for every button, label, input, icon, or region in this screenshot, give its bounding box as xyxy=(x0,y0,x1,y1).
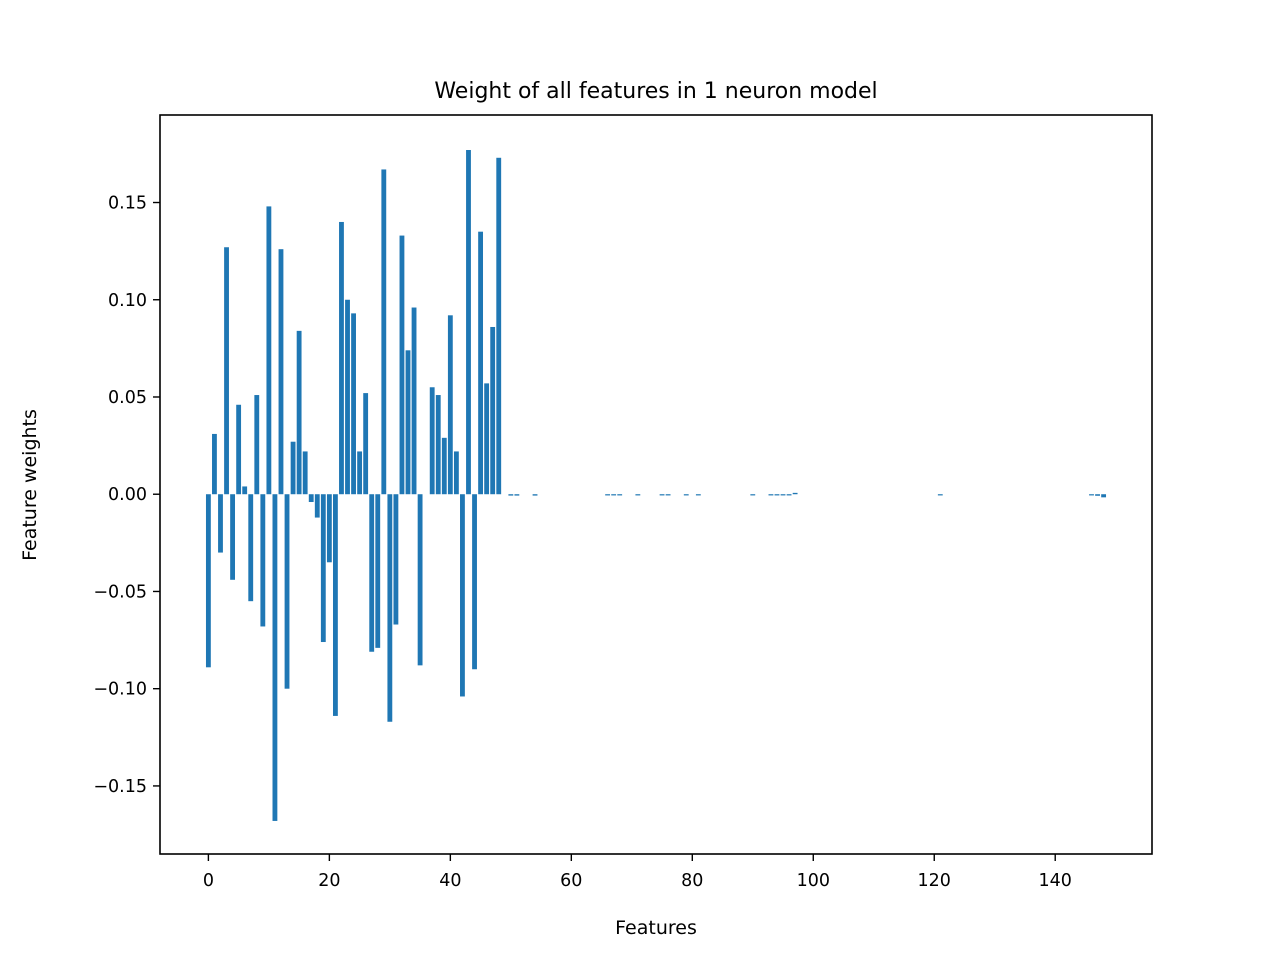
y-tick-label: −0.10 xyxy=(93,680,147,700)
y-tick-label: −0.15 xyxy=(93,777,147,797)
bar-feature-42 xyxy=(460,494,465,697)
bar-feature-18 xyxy=(314,494,320,518)
bar-feature-20 xyxy=(326,494,332,563)
bar-feature-47 xyxy=(490,326,496,495)
bar-feature-3 xyxy=(224,247,229,495)
x-axis-ticks: 0 20 40 60 80 100 120 140 xyxy=(203,854,1072,891)
bar-feature-93 xyxy=(768,494,774,496)
y-tick-label: −0.05 xyxy=(93,582,147,602)
bar-feature-75 xyxy=(659,494,665,496)
y-tick-label: 0.00 xyxy=(108,485,147,505)
bar-feature-37 xyxy=(429,387,435,495)
bar-feature-16 xyxy=(302,451,308,495)
bar-feature-27 xyxy=(369,494,375,652)
x-tick-label: 40 xyxy=(439,871,461,891)
bar-feature-96 xyxy=(786,494,792,496)
bar-feature-146 xyxy=(1089,494,1094,496)
bar-feature-147 xyxy=(1095,494,1100,496)
bar-feature-90 xyxy=(750,494,756,496)
bar-feature-30 xyxy=(387,494,393,722)
bar-feature-50 xyxy=(508,494,514,496)
x-tick-label: 100 xyxy=(797,871,830,891)
x-tick-label: 80 xyxy=(681,871,703,891)
bar-feature-13 xyxy=(284,494,290,689)
bar-feature-46 xyxy=(484,383,490,495)
bar-feature-23 xyxy=(345,299,350,495)
bar-feature-66 xyxy=(605,494,611,496)
y-axis-ticks: −0.15 −0.10 −0.05 0.00 0.05 0.10 0.15 xyxy=(93,194,160,797)
y-tick-label: 0.15 xyxy=(108,194,147,214)
bar-feature-1 xyxy=(212,433,217,495)
bar-feature-28 xyxy=(375,494,381,648)
x-tick-label: 120 xyxy=(918,871,951,891)
bar-feature-95 xyxy=(780,494,786,496)
bar-feature-22 xyxy=(339,221,344,495)
bar-feature-97 xyxy=(792,492,798,495)
bar-feature-4 xyxy=(230,494,236,580)
x-tick-label: 140 xyxy=(1039,871,1072,891)
bar-feature-26 xyxy=(363,393,369,495)
bar-feature-17 xyxy=(308,494,314,503)
bar-feature-6 xyxy=(242,486,248,495)
chart-title: Weight of all features in 1 neuron model xyxy=(434,79,877,104)
bar-feature-68 xyxy=(617,494,623,496)
bar-feature-39 xyxy=(441,437,447,495)
bar-feature-19 xyxy=(320,494,326,643)
bar-feature-8 xyxy=(254,395,260,495)
x-tick-label: 20 xyxy=(318,871,340,891)
bar-feature-35 xyxy=(417,494,423,666)
bar-feature-45 xyxy=(478,231,484,495)
x-tick-label: 0 xyxy=(203,871,214,891)
bar-feature-41 xyxy=(453,451,459,495)
bar-feature-5 xyxy=(236,404,242,495)
bar-feature-33 xyxy=(405,350,411,495)
bar-feature-24 xyxy=(351,313,356,495)
x-axis-label: Features xyxy=(615,917,697,939)
bar-feature-40 xyxy=(447,315,453,495)
bar-feature-43 xyxy=(466,150,471,495)
y-tick-label: 0.10 xyxy=(108,291,147,311)
bar-feature-2 xyxy=(218,494,223,553)
bars-group xyxy=(205,150,1107,821)
bar-feature-94 xyxy=(774,494,780,496)
bar-feature-31 xyxy=(393,494,399,625)
bar-feature-32 xyxy=(399,235,405,495)
bar-feature-44 xyxy=(472,494,477,670)
bar-feature-21 xyxy=(332,494,338,716)
bar-feature-34 xyxy=(411,307,417,495)
bar-feature-9 xyxy=(260,494,266,627)
bar-feature-0 xyxy=(205,494,211,668)
bar-feature-51 xyxy=(514,494,520,496)
bar-feature-25 xyxy=(357,451,363,495)
bar-feature-11 xyxy=(272,494,278,821)
bar-feature-15 xyxy=(296,330,302,495)
bar-feature-10 xyxy=(266,206,272,495)
bar-feature-54 xyxy=(532,494,538,496)
bar-feature-79 xyxy=(683,494,689,496)
bar-feature-7 xyxy=(248,494,254,602)
bar-feature-67 xyxy=(611,494,617,496)
bar-feature-121 xyxy=(937,494,943,496)
bar-feature-148 xyxy=(1101,494,1107,498)
y-axis-label: Feature weights xyxy=(19,409,41,561)
bar-feature-38 xyxy=(435,395,441,495)
bar-feature-76 xyxy=(665,494,671,496)
bar-feature-14 xyxy=(290,441,296,495)
x-tick-label: 60 xyxy=(560,871,582,891)
y-tick-label: 0.05 xyxy=(108,388,147,408)
bar-feature-12 xyxy=(278,249,284,495)
bar-feature-81 xyxy=(695,494,701,496)
bar-feature-29 xyxy=(381,169,387,495)
bar-feature-71 xyxy=(635,494,641,496)
bar-feature-48 xyxy=(496,157,502,495)
plot-area-frame xyxy=(159,114,1153,855)
